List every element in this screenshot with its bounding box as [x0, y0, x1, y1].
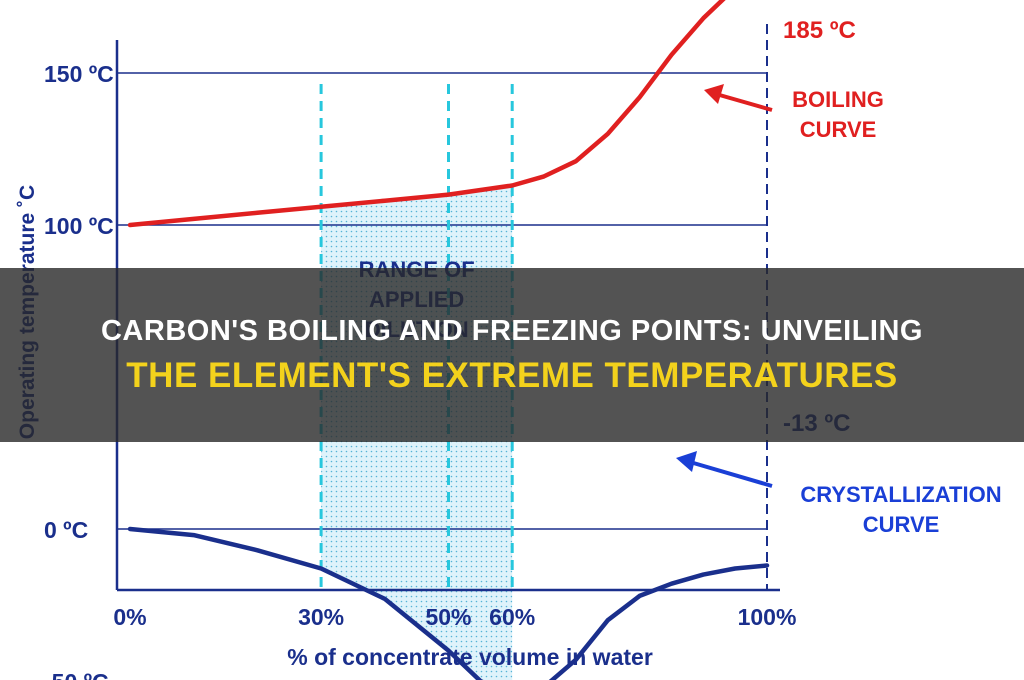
crystallization-arrow-head: [676, 451, 697, 472]
y-tick-label: 0 ºC: [44, 517, 88, 543]
boiling-arrow-shaft: [715, 92, 773, 112]
y-tick-label: 100 ºC: [44, 213, 114, 239]
crystallization-curve-line: [127, 526, 770, 680]
boiling-curve-line: [127, 0, 726, 228]
x-tick-label: 0%: [113, 604, 146, 630]
x-tick-label: 100%: [738, 604, 797, 630]
boiling-max-annotation: 185 ºC: [783, 17, 856, 44]
x-tick-label: 50%: [425, 604, 471, 630]
title-banner: CARBON'S BOILING AND FREEZING POINTS: UN…: [0, 268, 1024, 442]
y-tick-label: -50 ºC: [44, 669, 109, 680]
crystallization-arrow-shaft: [689, 460, 773, 488]
crystallization-curve-label: CRYSTALLIZATION: [800, 482, 1001, 507]
boiling-arrow-head: [704, 84, 724, 104]
boiling-curve-label: BOILING: [792, 87, 884, 112]
banner-title-line-1: CARBON'S BOILING AND FREEZING POINTS: UN…: [100, 314, 923, 347]
crystallization-curve-label: CURVE: [863, 512, 940, 537]
x-axis-title: % of concentrate volume in water: [287, 644, 653, 670]
banner-title-line-2: THE ELEMENT'S EXTREME TEMPERATURES: [126, 355, 898, 395]
x-tick-label: 60%: [489, 604, 535, 630]
x-tick-label: 30%: [298, 604, 344, 630]
y-tick-label: 150 ºC: [44, 61, 114, 87]
boiling-curve-label: CURVE: [800, 117, 877, 142]
